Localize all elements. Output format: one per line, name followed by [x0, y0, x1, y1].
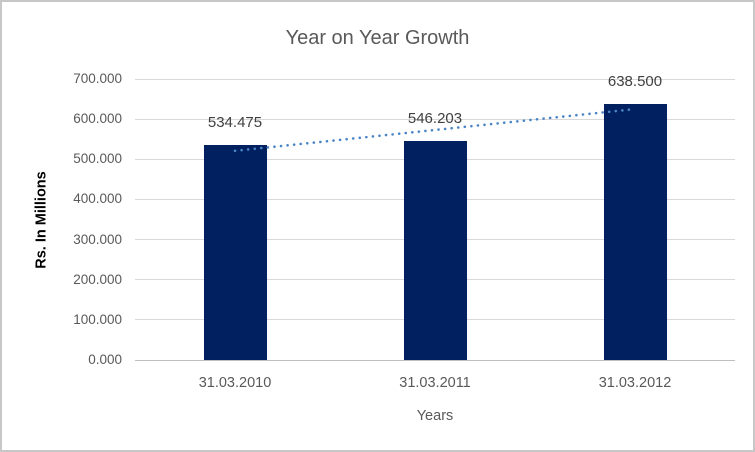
x-tick-label: 31.03.2012 — [598, 375, 672, 391]
y-tick-label: 300.000 — [73, 231, 122, 247]
gridline — [135, 78, 735, 80]
y-tick-label: 200.000 — [73, 271, 122, 287]
plot-area: 534.475 546.203 638.500 — [135, 73, 735, 361]
x-axis-title: Years — [416, 408, 454, 424]
bar-31.03.2011 — [403, 140, 467, 360]
y-tick-label: 100.000 — [73, 311, 122, 327]
y-tick-label: 500.000 — [73, 151, 122, 167]
x-axis-line — [135, 360, 735, 361]
chart-title: Year on Year Growth — [285, 27, 470, 49]
data-label: 546.203 — [407, 109, 463, 127]
y-tick-label: 0.000 — [88, 352, 122, 367]
y-tick-label: 400.000 — [73, 191, 122, 207]
bar-31.03.2010 — [203, 145, 267, 360]
bar-31.03.2012 — [603, 103, 667, 360]
y-tick-label: 600.000 — [73, 111, 122, 127]
data-label: 534.475 — [207, 114, 263, 132]
x-tick-label: 31.03.2011 — [399, 375, 471, 391]
y-tick-label: 700.000 — [73, 71, 122, 86]
x-tick-label: 31.03.2010 — [198, 375, 272, 391]
data-label: 638.500 — [607, 72, 663, 90]
